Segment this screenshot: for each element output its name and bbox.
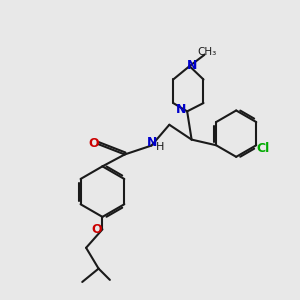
- Text: Cl: Cl: [256, 142, 269, 155]
- Text: N: N: [147, 136, 157, 149]
- Text: H: H: [156, 142, 165, 152]
- Text: O: O: [92, 223, 102, 236]
- Text: N: N: [187, 59, 197, 72]
- Text: N: N: [176, 103, 186, 116]
- Text: CH₃: CH₃: [197, 47, 216, 57]
- Text: O: O: [88, 137, 99, 150]
